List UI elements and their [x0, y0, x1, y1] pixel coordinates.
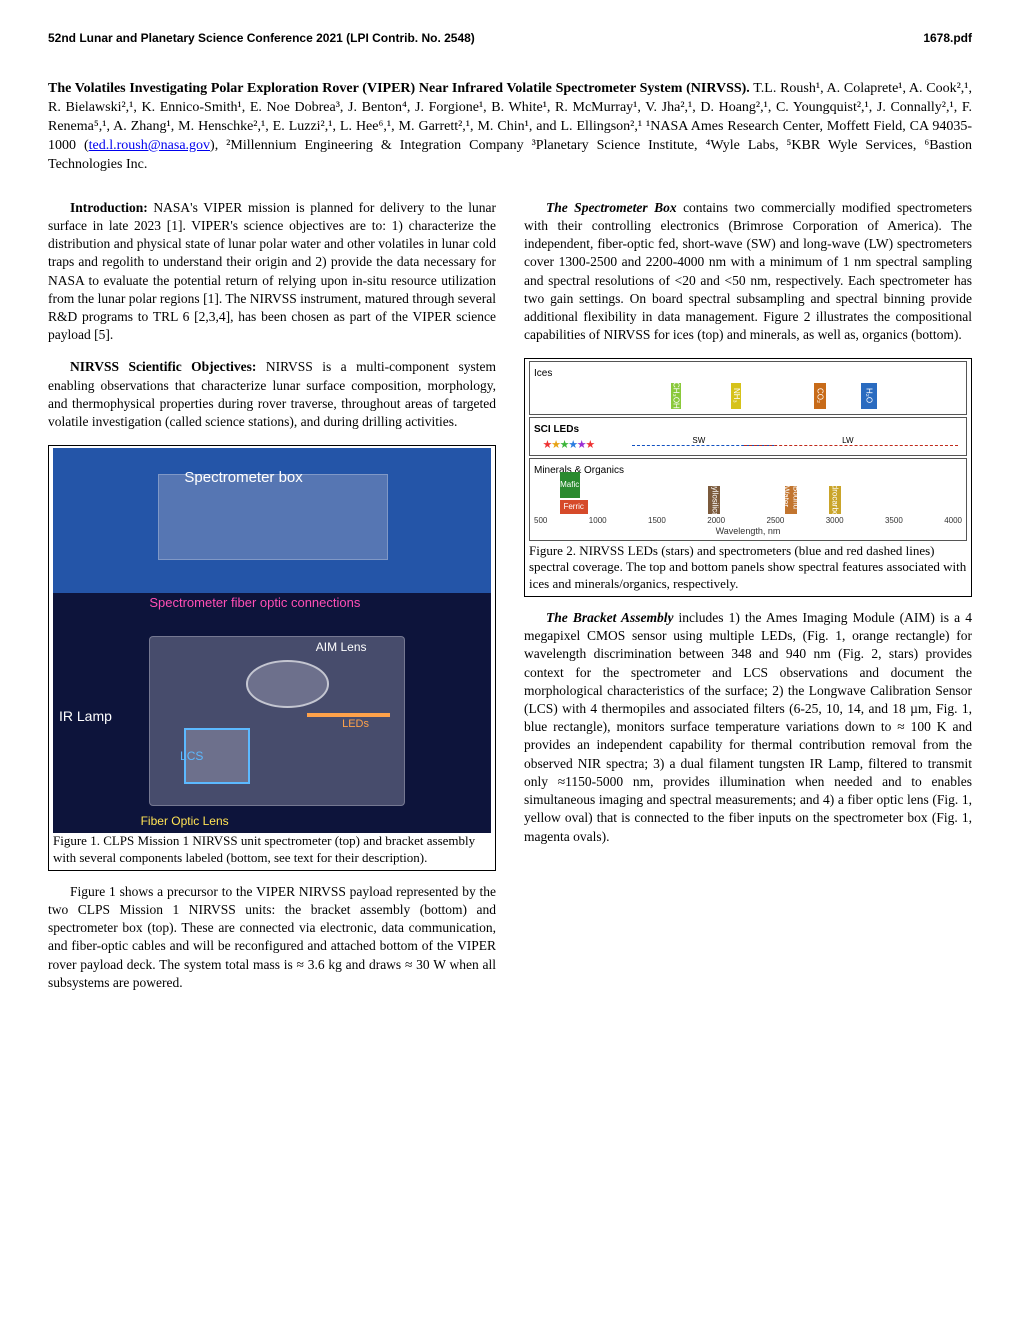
fig2-sci-label: SCI LEDs — [534, 424, 579, 435]
fig2-tick: 4000 — [944, 516, 962, 526]
fig2-tick: 1000 — [589, 516, 607, 526]
fig2-x-axis-label: Wavelength, nm — [534, 526, 962, 537]
fig1-label-lcs: LCS — [180, 749, 203, 764]
figure-1-image: Spectrometer box Spectrometer fiber opti… — [53, 448, 491, 833]
fig2-min-water: Bound Water — [785, 486, 797, 514]
intro-heading: Introduction: — [70, 200, 148, 215]
fig2-ice-ch3oh: CH₃OH — [671, 383, 681, 409]
header-right: 1678.pdf — [923, 30, 972, 46]
paper-title: The Volatiles Investigating Polar Explor… — [48, 81, 750, 96]
figure1-description-paragraph: Figure 1 shows a precursor to the VIPER … — [48, 883, 496, 992]
fig2-tick: 3000 — [826, 516, 844, 526]
fig2-tick: 1500 — [648, 516, 666, 526]
fig2-min-phyl: Phyllosilicate — [708, 486, 720, 514]
title-block: The Volatiles Investigating Polar Explor… — [48, 80, 972, 174]
fig1-label-fiber-conn: Spectrometer fiber optic connections — [149, 595, 360, 611]
figure-1-box: Spectrometer box Spectrometer fiber opti… — [48, 445, 496, 871]
left-column: Introduction: NASA's VIPER mission is pl… — [48, 199, 496, 1006]
fig2-tick: 2500 — [767, 516, 785, 526]
fig2-ices-label: Ices — [534, 368, 552, 379]
bracket-heading: The Bracket Assembly — [546, 610, 673, 625]
fig2-ice-co2: CO₂ — [814, 383, 826, 409]
figure-2-chart: Ices CH₃OH NH₃ CO₂ H₂O S — [529, 361, 967, 541]
fig2-tick: 2000 — [707, 516, 725, 526]
bracket-text: includes 1) the Ames Imaging Module (AIM… — [524, 610, 972, 844]
fig2-ice-h2o: H₂O — [861, 383, 877, 409]
fig2-tick: 500 — [534, 516, 547, 526]
figure-1-caption: Figure 1. CLPS Mission 1 NIRVSS unit spe… — [53, 833, 491, 866]
fig2-lw-label: LW — [842, 436, 853, 446]
spectrometer-heading: The Spectrometer Box — [546, 200, 677, 215]
header-left: 52nd Lunar and Planetary Science Confere… — [48, 30, 475, 46]
spectrometer-text: contains two commercially modified spect… — [524, 200, 972, 343]
fig1-label-leds: LEDs — [342, 718, 369, 732]
fig1-label-fiber-lens: Fiber Optic Lens — [141, 814, 229, 829]
contact-email-link[interactable]: ted.l.roush@nasa.gov — [89, 138, 210, 153]
right-column: The Spectrometer Box contains two commer… — [524, 199, 972, 1006]
figure-2-caption: Figure 2. NIRVSS LEDs (stars) and spectr… — [529, 543, 967, 592]
fig2-min-ferric: Ferric — [560, 500, 588, 514]
bracket-paragraph: The Bracket Assembly includes 1) the Ame… — [524, 609, 972, 846]
fig2-tick: 3500 — [885, 516, 903, 526]
fig2-min-mafic: Mafic — [560, 472, 580, 498]
fig1-label-aim-lens: AIM Lens — [316, 641, 367, 653]
fig2-min-hydro: Hydrocarbons — [829, 486, 841, 514]
fig1-label-specbox: Spectrometer box — [184, 469, 302, 488]
figure-2-box: Ices CH₃OH NH₃ CO₂ H₂O S — [524, 358, 972, 597]
fig2-sw-label: SW — [692, 436, 705, 446]
objectives-paragraph: NIRVSS Scientific Objectives: NIRVSS is … — [48, 358, 496, 431]
objectives-heading: NIRVSS Scientific Objectives: — [70, 359, 256, 374]
intro-paragraph: Introduction: NASA's VIPER mission is pl… — [48, 199, 496, 345]
spectrometer-paragraph: The Spectrometer Box contains two commer… — [524, 199, 972, 345]
fig1-label-ir-lamp: IR Lamp — [59, 708, 112, 726]
intro-text: NASA's VIPER mission is planned for deli… — [48, 200, 496, 343]
fig2-ice-nh3: NH₃ — [731, 383, 741, 409]
